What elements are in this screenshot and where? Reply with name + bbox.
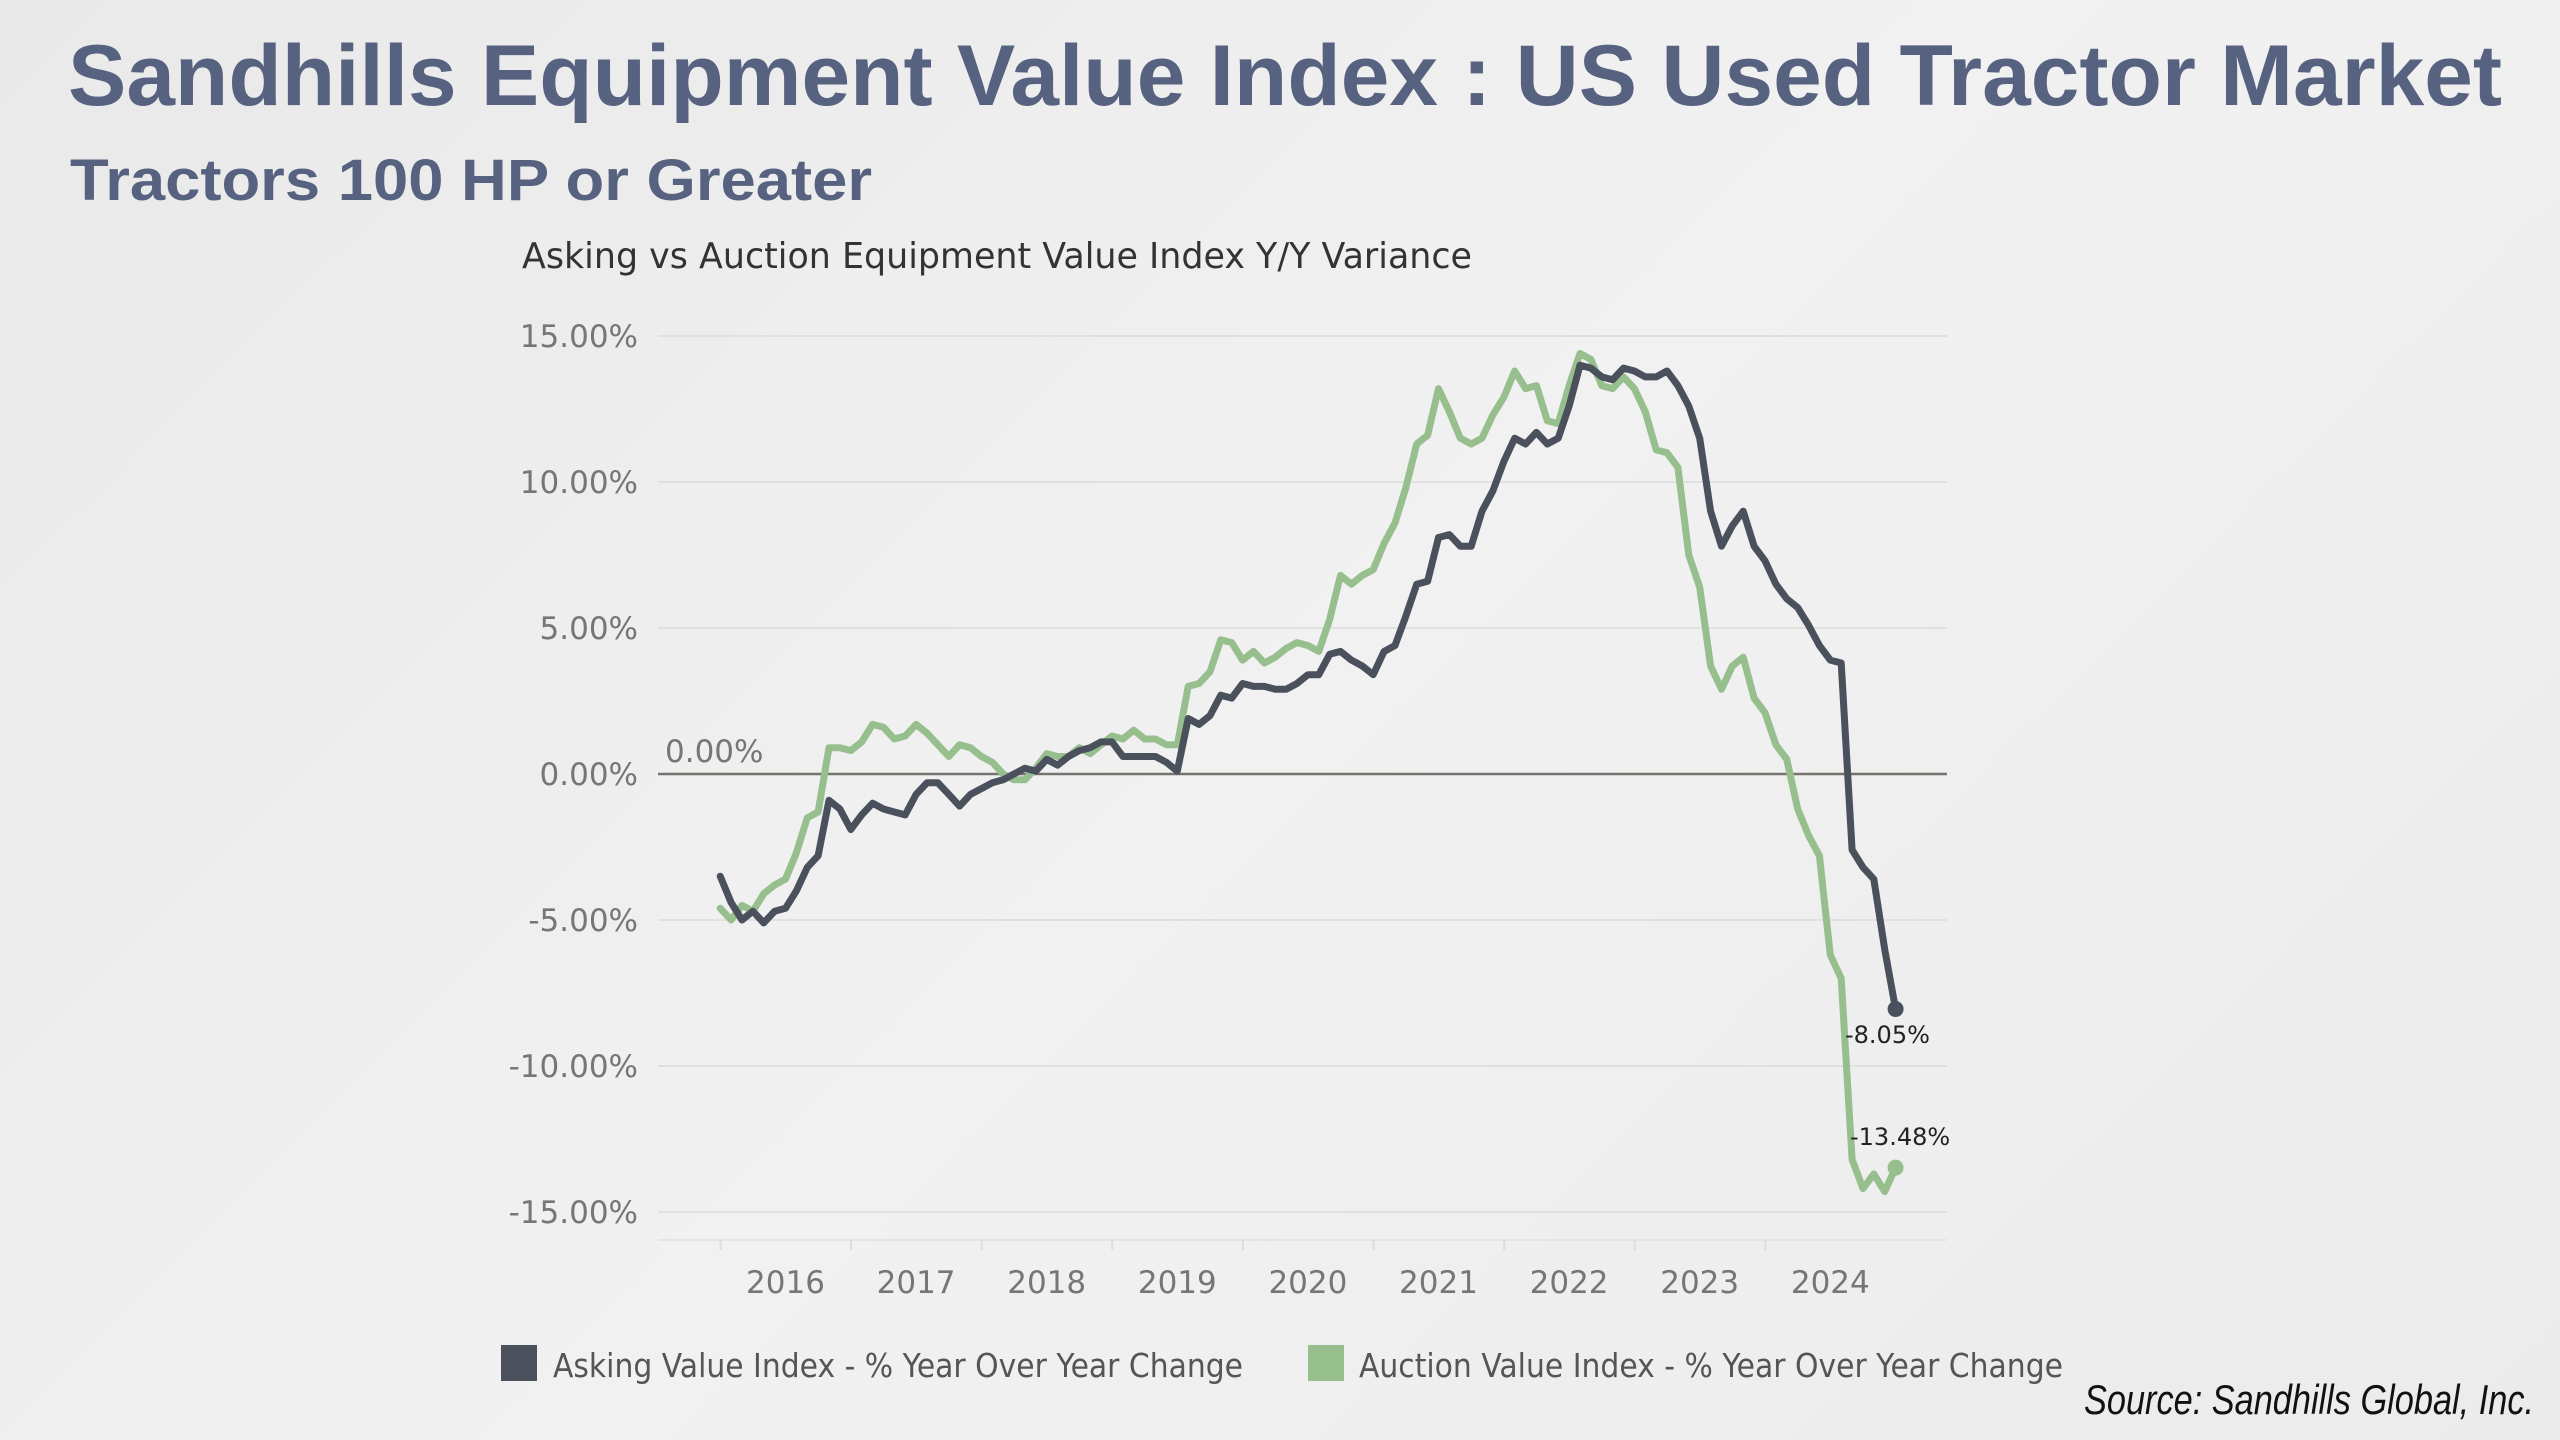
x-tick-label: 2024 bbox=[1791, 1265, 1870, 1301]
y-tick-label: 15.00% bbox=[520, 319, 638, 355]
x-axis-ticks: 2016 2017 2018 2019 2020 2021 2022 2023 2024 bbox=[658, 1239, 1947, 1301]
chart-title: Asking vs Auction Equipment Value Index … bbox=[522, 236, 1472, 277]
y-tick-label: 10.00% bbox=[520, 465, 638, 501]
x-tick-label: 2022 bbox=[1530, 1265, 1609, 1301]
page-subtitle: Tractors 100 HP or Greater bbox=[70, 148, 872, 213]
asking-end-label: -8.05% bbox=[1845, 1021, 1930, 1049]
x-tick-label: 2023 bbox=[1660, 1265, 1739, 1301]
auction-series-line bbox=[716, 350, 1900, 1196]
x-tick-label: 2019 bbox=[1138, 1265, 1217, 1301]
legend-swatch-asking bbox=[501, 1345, 537, 1381]
gridlines bbox=[658, 335, 1947, 1213]
legend-swatch-auction bbox=[1308, 1345, 1344, 1381]
legend-label-asking: Asking Value Index - % Year Over Year Ch… bbox=[553, 1346, 1243, 1385]
auction-end-point bbox=[1887, 1159, 1904, 1176]
y-tick-label: 0.00% bbox=[540, 757, 638, 793]
page-title: Sandhills Equipment Value Index : US Use… bbox=[68, 28, 2502, 124]
y-tick-label: 5.00% bbox=[540, 611, 638, 647]
zero-line-label: 0.00% bbox=[665, 734, 763, 770]
x-tick-label: 2016 bbox=[746, 1265, 825, 1301]
auction-end-label: -13.48% bbox=[1850, 1123, 1950, 1151]
x-tick-label: 2021 bbox=[1399, 1265, 1478, 1301]
legend-label-auction: Auction Value Index - % Year Over Year C… bbox=[1359, 1346, 2063, 1385]
asking-series-line bbox=[716, 361, 1900, 1013]
x-tick-label: 2017 bbox=[877, 1265, 956, 1301]
source-credit: Source: Sandhills Global, Inc. bbox=[2084, 1376, 2534, 1423]
y-axis-ticks: 15.00% 10.00% 5.00% 0.00% -5.00% -10.00% -15.0… bbox=[509, 319, 638, 1231]
x-tick-label: 2020 bbox=[1268, 1265, 1347, 1301]
x-tick-label: 2018 bbox=[1007, 1265, 1086, 1301]
asking-end-point bbox=[1887, 1001, 1904, 1018]
y-tick-label: -10.00% bbox=[509, 1049, 638, 1085]
legend: Asking Value Index - % Year Over Year Ch… bbox=[501, 1345, 2063, 1385]
series-lines bbox=[716, 350, 1904, 1196]
y-tick-label: -5.00% bbox=[528, 903, 638, 939]
y-tick-label: -15.00% bbox=[509, 1195, 638, 1231]
